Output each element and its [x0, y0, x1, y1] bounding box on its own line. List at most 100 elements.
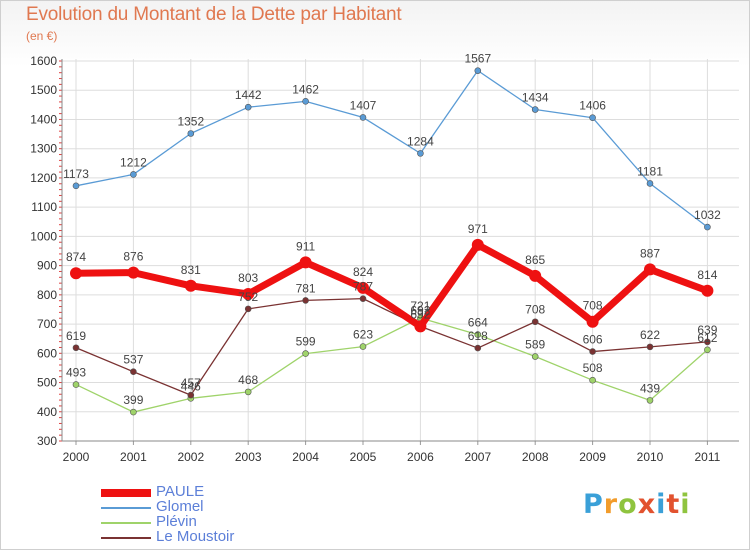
y-tick-label: 1000: [30, 229, 57, 243]
x-tick-label: 2002: [177, 450, 204, 464]
data-label-paule: 814: [697, 268, 717, 282]
data-point-plevin[interactable]: [531, 353, 539, 360]
data-point-plevin[interactable]: [359, 343, 367, 350]
data-point-paule[interactable]: [471, 238, 484, 251]
data-point-glomel[interactable]: [589, 114, 596, 122]
data-label-le-moustoir: 619: [66, 329, 86, 343]
legend-swatch-plevin: [101, 522, 151, 524]
legend: PAULE Glomel Plévin Le Moustoir: [101, 483, 361, 545]
data-point-glomel[interactable]: [704, 223, 711, 231]
data-point-le-moustoir[interactable]: [302, 297, 309, 304]
data-point-paule[interactable]: [586, 315, 599, 328]
data-point-paule[interactable]: [70, 267, 82, 280]
legend-swatch-paule: [101, 489, 151, 497]
data-point-glomel[interactable]: [417, 150, 424, 157]
x-tick-label: 2005: [350, 450, 377, 464]
data-point-le-moustoir[interactable]: [646, 343, 654, 351]
y-tick-label: 1100: [31, 200, 57, 214]
data-point-le-moustoir[interactable]: [474, 344, 482, 352]
data-label-plevin: 623: [353, 328, 373, 342]
y-tick-label: 1600: [30, 54, 57, 68]
data-point-glomel[interactable]: [244, 103, 252, 111]
data-point-paule[interactable]: [299, 256, 312, 269]
series-line-plevin: [75, 317, 709, 413]
data-point-glomel[interactable]: [302, 98, 309, 105]
data-label-plevin: 508: [583, 361, 603, 375]
y-tick-label: 700: [37, 317, 57, 331]
data-point-le-moustoir[interactable]: [130, 368, 137, 376]
data-label-le-moustoir: 618: [468, 329, 488, 343]
data-point-plevin[interactable]: [72, 381, 80, 388]
data-label-le-moustoir: 606: [583, 333, 603, 347]
data-point-plevin[interactable]: [244, 388, 252, 396]
chart-title: Evolution du Montant de la Dette par Hab…: [26, 4, 402, 25]
data-point-plevin[interactable]: [704, 346, 711, 354]
y-tick-label: 600: [37, 346, 57, 360]
data-point-glomel[interactable]: [187, 130, 195, 137]
data-point-plevin[interactable]: [589, 376, 596, 384]
data-point-le-moustoir[interactable]: [244, 305, 252, 313]
data-point-glomel[interactable]: [359, 114, 367, 121]
data-label-paule: 708: [583, 299, 603, 313]
data-label-paule: 887: [640, 246, 660, 260]
data-label-le-moustoir: 752: [238, 290, 258, 304]
data-point-glomel[interactable]: [646, 180, 654, 187]
data-label-paule: 865: [525, 253, 545, 267]
data-point-plevin[interactable]: [302, 350, 309, 357]
data-label-le-moustoir: 639: [697, 323, 717, 337]
x-tick-label: 2010: [637, 450, 664, 464]
data-label-plevin: 721: [410, 299, 430, 313]
legend-item-glomel[interactable]: Glomel: [101, 498, 361, 515]
series-line-le-moustoir: [75, 297, 709, 396]
data-label-glomel: 1173: [63, 167, 89, 181]
legend-item-le-moustoir[interactable]: Le Moustoir: [101, 528, 361, 545]
logo-letter: x: [637, 489, 657, 520]
data-label-glomel: 1442: [235, 88, 262, 102]
data-label-glomel: 1352: [177, 114, 204, 128]
logo-letter: o: [618, 489, 638, 520]
data-label-plevin: 468: [238, 373, 258, 387]
data-point-glomel[interactable]: [474, 67, 482, 74]
data-point-paule[interactable]: [701, 284, 714, 297]
data-point-glomel[interactable]: [531, 106, 539, 113]
data-label-glomel: 1567: [464, 52, 491, 66]
x-tick-label: 2003: [235, 450, 262, 464]
data-label-plevin: 664: [468, 316, 488, 330]
x-tick-label: 2000: [63, 450, 90, 464]
data-label-plevin: 599: [296, 335, 316, 349]
data-point-le-moustoir[interactable]: [72, 344, 80, 352]
data-point-paule[interactable]: [644, 263, 656, 276]
data-point-paule[interactable]: [184, 279, 197, 292]
y-tick-label: 300: [37, 434, 57, 448]
data-label-le-moustoir: 787: [353, 280, 373, 294]
data-point-plevin[interactable]: [646, 397, 654, 404]
data-point-plevin[interactable]: [474, 331, 482, 338]
legend-item-plevin[interactable]: Plévin: [101, 513, 361, 530]
data-point-paule[interactable]: [529, 269, 542, 282]
data-point-le-moustoir[interactable]: [704, 338, 711, 346]
data-point-paule[interactable]: [127, 266, 140, 279]
data-point-le-moustoir[interactable]: [589, 348, 596, 355]
data-point-le-moustoir[interactable]: [187, 391, 195, 399]
data-label-paule: 971: [468, 222, 488, 236]
data-label-plevin: 589: [525, 338, 545, 352]
data-point-paule[interactable]: [242, 287, 255, 300]
data-point-paule[interactable]: [414, 320, 427, 333]
series-line-paule: [72, 241, 711, 330]
logo-letter: t: [666, 489, 681, 520]
data-point-le-moustoir[interactable]: [531, 318, 539, 326]
data-point-glomel[interactable]: [130, 171, 137, 178]
data-label-paule: 824: [353, 265, 373, 279]
data-point-le-moustoir[interactable]: [359, 295, 367, 302]
data-label-paule: 803: [238, 271, 258, 285]
data-point-plevin[interactable]: [130, 408, 137, 416]
data-point-glomel[interactable]: [72, 182, 80, 190]
data-point-paule[interactable]: [357, 281, 369, 294]
y-tick-label: 800: [37, 288, 57, 302]
proxiti-logo[interactable]: Proxiti: [583, 489, 691, 520]
legend-item-paule[interactable]: PAULE: [101, 483, 361, 500]
y-tick-label: 1400: [30, 112, 57, 126]
data-label-glomel: 1462: [292, 82, 319, 96]
x-tick-label: 2007: [464, 450, 491, 464]
